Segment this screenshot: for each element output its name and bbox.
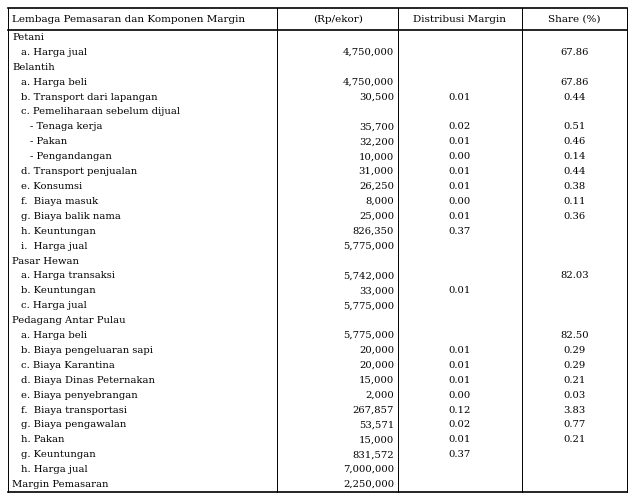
Text: b. Keuntungan: b. Keuntungan	[21, 286, 96, 296]
Text: 20,000: 20,000	[359, 346, 394, 355]
Text: - Tenaga kerja: - Tenaga kerja	[30, 122, 102, 132]
Text: 25,000: 25,000	[359, 212, 394, 221]
Text: 4,750,000: 4,750,000	[343, 78, 394, 86]
Text: 267,857: 267,857	[352, 406, 394, 414]
Text: 5,775,000: 5,775,000	[343, 331, 394, 340]
Text: Belantih: Belantih	[12, 63, 55, 72]
Text: 0.38: 0.38	[563, 182, 585, 191]
Text: Margin Pemasaran: Margin Pemasaran	[12, 480, 109, 489]
Text: 0.01: 0.01	[449, 346, 471, 355]
Text: h. Pakan: h. Pakan	[21, 436, 65, 444]
Text: 30,500: 30,500	[359, 92, 394, 102]
Text: 831,572: 831,572	[352, 450, 394, 459]
Text: 32,200: 32,200	[359, 138, 394, 146]
Text: 0.01: 0.01	[449, 286, 471, 296]
Text: i.  Harga jual: i. Harga jual	[21, 242, 88, 250]
Text: 0.00: 0.00	[449, 390, 471, 400]
Text: 10,000: 10,000	[359, 152, 394, 161]
Text: b. Transport dari lapangan: b. Transport dari lapangan	[21, 92, 157, 102]
Text: 0.01: 0.01	[449, 376, 471, 384]
Text: 82.03: 82.03	[560, 272, 589, 280]
Text: 0.36: 0.36	[563, 212, 585, 221]
Text: 8,000: 8,000	[365, 197, 394, 206]
Text: 0.29: 0.29	[563, 346, 585, 355]
Text: 82.50: 82.50	[560, 331, 589, 340]
Text: Pedagang Antar Pulau: Pedagang Antar Pulau	[12, 316, 126, 325]
Text: 53,571: 53,571	[359, 420, 394, 430]
Text: g. Keuntungan: g. Keuntungan	[21, 450, 96, 459]
Text: a. Harga beli: a. Harga beli	[21, 331, 87, 340]
Text: 20,000: 20,000	[359, 361, 394, 370]
Text: 5,742,000: 5,742,000	[343, 272, 394, 280]
Text: 5,775,000: 5,775,000	[343, 242, 394, 250]
Text: b. Biaya pengeluaran sapi: b. Biaya pengeluaran sapi	[21, 346, 153, 355]
Text: 0.44: 0.44	[563, 167, 585, 176]
Text: 0.37: 0.37	[449, 226, 471, 235]
Text: c. Harga jual: c. Harga jual	[21, 301, 87, 310]
Text: 5,775,000: 5,775,000	[343, 301, 394, 310]
Text: 0.21: 0.21	[563, 376, 585, 384]
Text: 35,700: 35,700	[359, 122, 394, 132]
Text: h. Keuntungan: h. Keuntungan	[21, 226, 96, 235]
Text: c. Pemeliharaan sebelum dijual: c. Pemeliharaan sebelum dijual	[21, 108, 180, 116]
Text: 0.14: 0.14	[563, 152, 585, 161]
Text: 15,000: 15,000	[359, 376, 394, 384]
Text: 67.86: 67.86	[560, 48, 589, 57]
Text: Pasar Hewan: Pasar Hewan	[12, 256, 79, 266]
Text: g. Biaya pengawalan: g. Biaya pengawalan	[21, 420, 126, 430]
Text: - Pengandangan: - Pengandangan	[30, 152, 112, 161]
Text: a. Harga jual: a. Harga jual	[21, 48, 87, 57]
Text: 0.01: 0.01	[449, 167, 471, 176]
Text: 3.83: 3.83	[563, 406, 585, 414]
Text: h. Harga jual: h. Harga jual	[21, 465, 88, 474]
Text: 0.01: 0.01	[449, 436, 471, 444]
Text: 31,000: 31,000	[359, 167, 394, 176]
Text: 0.12: 0.12	[449, 406, 471, 414]
Text: 0.11: 0.11	[563, 197, 585, 206]
Text: 0.46: 0.46	[563, 138, 585, 146]
Text: a. Harga transaksi: a. Harga transaksi	[21, 272, 115, 280]
Text: 0.37: 0.37	[449, 450, 471, 459]
Text: 0.02: 0.02	[449, 122, 471, 132]
Text: 0.01: 0.01	[449, 182, 471, 191]
Text: 2,250,000: 2,250,000	[343, 480, 394, 489]
Text: a. Harga beli: a. Harga beli	[21, 78, 87, 86]
Text: f.  Biaya masuk: f. Biaya masuk	[21, 197, 98, 206]
Text: 0.03: 0.03	[563, 390, 585, 400]
Text: d. Transport penjualan: d. Transport penjualan	[21, 167, 137, 176]
Text: 0.02: 0.02	[449, 420, 471, 430]
Text: 15,000: 15,000	[359, 436, 394, 444]
Text: g. Biaya balik nama: g. Biaya balik nama	[21, 212, 121, 221]
Text: 7,000,000: 7,000,000	[343, 465, 394, 474]
Text: 0.44: 0.44	[563, 92, 585, 102]
Text: 26,250: 26,250	[359, 182, 394, 191]
Text: 0.77: 0.77	[563, 420, 585, 430]
Text: f.  Biaya transportasi: f. Biaya transportasi	[21, 406, 127, 414]
Text: (Rp/ekor): (Rp/ekor)	[312, 14, 363, 24]
Text: 0.00: 0.00	[449, 197, 471, 206]
Text: e. Konsumsi: e. Konsumsi	[21, 182, 83, 191]
Text: 4,750,000: 4,750,000	[343, 48, 394, 57]
Text: Distribusi Margin: Distribusi Margin	[413, 14, 506, 24]
Text: c. Biaya Karantina: c. Biaya Karantina	[21, 361, 115, 370]
Text: d. Biaya Dinas Peternakan: d. Biaya Dinas Peternakan	[21, 376, 155, 384]
Text: - Pakan: - Pakan	[30, 138, 67, 146]
Text: 0.00: 0.00	[449, 152, 471, 161]
Text: 0.29: 0.29	[563, 361, 585, 370]
Text: Share (%): Share (%)	[548, 14, 601, 24]
Text: 0.01: 0.01	[449, 138, 471, 146]
Text: 826,350: 826,350	[352, 226, 394, 235]
Text: Petani: Petani	[12, 33, 44, 42]
Text: 0.51: 0.51	[563, 122, 585, 132]
Text: Lembaga Pemasaran dan Komponen Margin: Lembaga Pemasaran dan Komponen Margin	[12, 14, 245, 24]
Text: 0.21: 0.21	[563, 436, 585, 444]
Text: e. Biaya penyebrangan: e. Biaya penyebrangan	[21, 390, 138, 400]
Text: 33,000: 33,000	[359, 286, 394, 296]
Text: 0.01: 0.01	[449, 92, 471, 102]
Text: 0.01: 0.01	[449, 361, 471, 370]
Text: 67.86: 67.86	[560, 78, 589, 86]
Text: 0.01: 0.01	[449, 212, 471, 221]
Text: 2,000: 2,000	[365, 390, 394, 400]
